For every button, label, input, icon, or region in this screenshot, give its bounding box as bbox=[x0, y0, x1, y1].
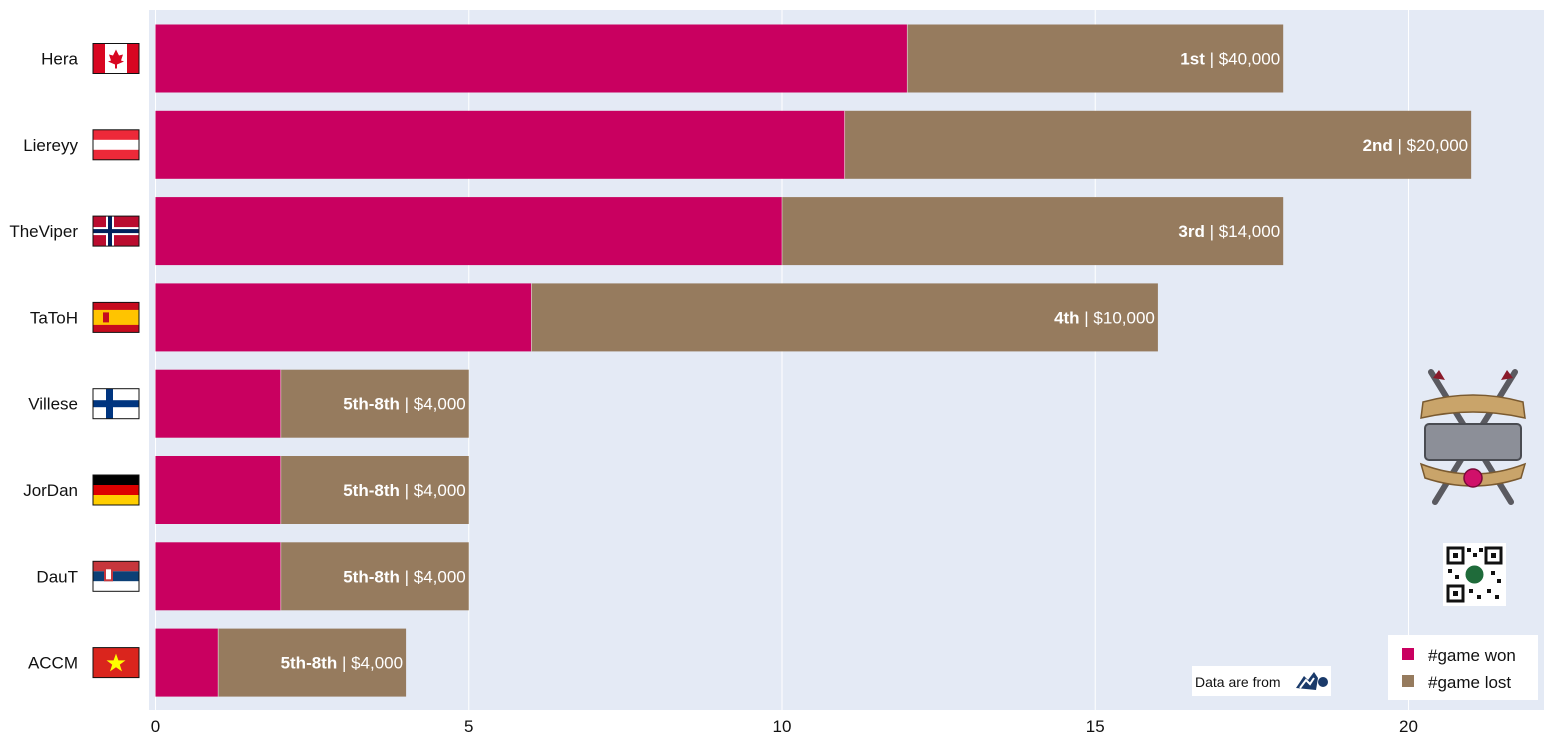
bar-annotation: 4th | $10,000 bbox=[1054, 308, 1155, 327]
bar-won bbox=[155, 542, 281, 611]
finland-flag-icon bbox=[92, 388, 140, 420]
bar-lost bbox=[782, 197, 1284, 266]
canada-flag-icon bbox=[92, 43, 140, 74]
bar-annotation: 3rd | $14,000 bbox=[1178, 222, 1280, 241]
y-tick-label: TaToH bbox=[30, 308, 78, 327]
y-tick-label: Villese bbox=[28, 395, 78, 414]
y-tick-label: Hera bbox=[41, 50, 78, 69]
x-tick-label: 0 bbox=[151, 717, 160, 736]
austria-flag-icon bbox=[92, 129, 140, 161]
source-logo-icon bbox=[1296, 672, 1328, 690]
bar-annotation: 5th-8th | $4,000 bbox=[343, 395, 466, 414]
bars bbox=[155, 24, 1472, 697]
bar-won bbox=[155, 24, 908, 93]
qr-code-image bbox=[1443, 543, 1506, 606]
spain-flag-icon bbox=[92, 301, 140, 333]
bar-lost bbox=[531, 283, 1158, 352]
bar-annotation: 2nd | $20,000 bbox=[1363, 136, 1469, 155]
y-tick-label: JorDan bbox=[23, 481, 78, 500]
bar-won bbox=[155, 197, 782, 266]
bar-lost bbox=[280, 369, 469, 438]
legend-lost-swatch bbox=[1402, 675, 1414, 687]
bar-annotation: 5th-8th | $4,000 bbox=[343, 481, 466, 500]
bar-won bbox=[155, 110, 845, 179]
y-tick-label: ACCM bbox=[28, 654, 78, 673]
bar-won bbox=[155, 369, 281, 438]
y-tick-label: TheViper bbox=[9, 222, 78, 241]
x-tick-label: 15 bbox=[1086, 717, 1105, 736]
bar-lost bbox=[844, 110, 1472, 179]
bar-labels: 1st | $40,000 2nd | $20,000 3rd | $14,000 4… bbox=[281, 50, 1469, 673]
data-source-label: Data are from bbox=[1195, 674, 1281, 690]
data-source-box: Data are from bbox=[1192, 666, 1331, 696]
norway-flag-icon bbox=[92, 215, 140, 247]
legend-won-swatch bbox=[1402, 648, 1414, 660]
y-tick-label: DauT bbox=[36, 567, 78, 586]
bar-lost bbox=[218, 628, 407, 697]
legend: #game won #game lost bbox=[1388, 635, 1538, 700]
bar-won bbox=[155, 628, 219, 697]
x-tick-label: 5 bbox=[464, 717, 473, 736]
vietnam-flag-icon bbox=[92, 647, 140, 679]
bar-lost bbox=[280, 542, 469, 611]
x-axis: 0 5 10 15 20 bbox=[151, 717, 1418, 736]
bar-annotation: 1st | $40,000 bbox=[1180, 50, 1280, 69]
bar-lost bbox=[280, 456, 469, 524]
x-tick-label: 10 bbox=[773, 717, 792, 736]
bar-lost bbox=[907, 24, 1284, 93]
y-tick-label: Liereyy bbox=[23, 136, 78, 155]
y-axis: Hera Liereyy TheViper TaToH Villese JorDan Dau… bbox=[9, 43, 140, 679]
germany-flag-icon bbox=[92, 474, 140, 506]
grand-melee-logo bbox=[1419, 369, 1527, 505]
legend-lost-label: #game lost bbox=[1428, 673, 1511, 692]
bar-annotation: 5th-8th | $4,000 bbox=[343, 567, 466, 586]
x-tick-label: 20 bbox=[1399, 717, 1418, 736]
legend-won-label: #game won bbox=[1428, 646, 1516, 665]
bar-annotation: 5th-8th | $4,000 bbox=[281, 654, 404, 673]
serbia-flag-icon bbox=[92, 560, 140, 592]
bar-won bbox=[155, 283, 532, 352]
bar-won bbox=[155, 456, 281, 524]
